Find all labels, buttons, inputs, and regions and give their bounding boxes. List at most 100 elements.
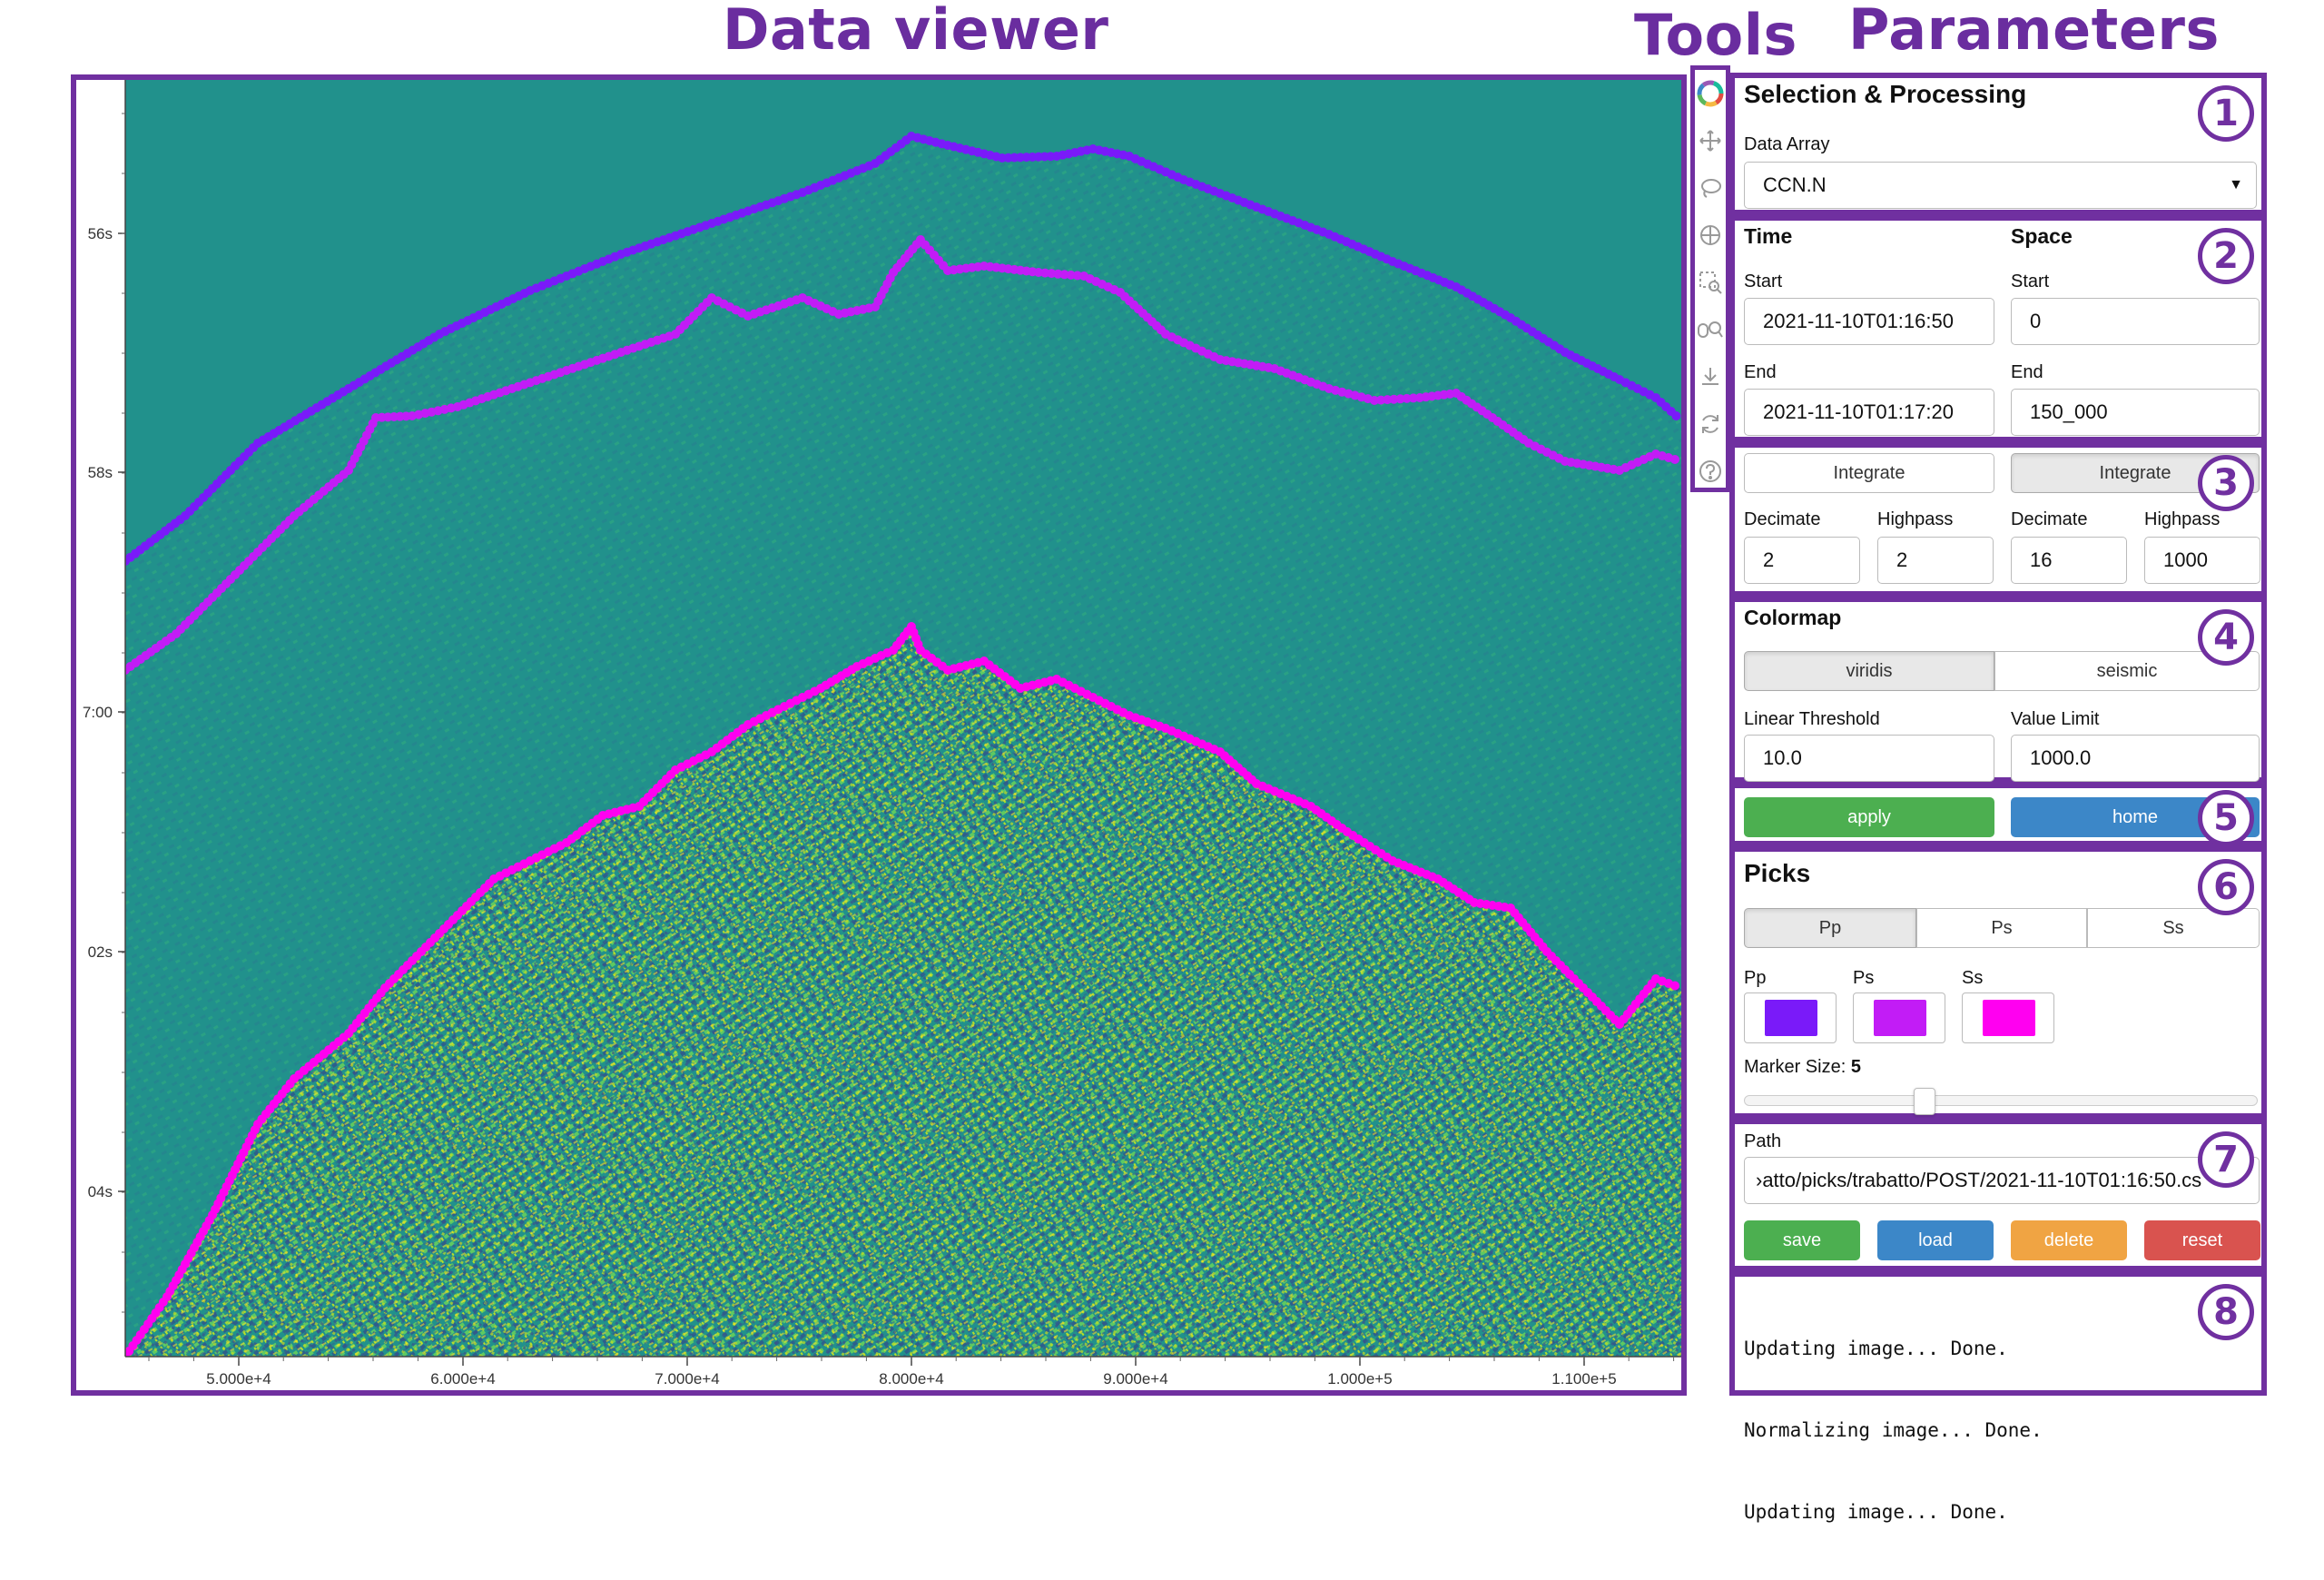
time-highpass-label: Highpass: [1877, 509, 1954, 529]
time-start-label: Start: [1744, 272, 1783, 291]
marker-size-handle[interactable]: [1914, 1088, 1936, 1115]
data-viewer[interactable]: 56s 58s 7:00 02s 04s 5.000e+4 6.000e+4 7.000e+4…: [71, 74, 1687, 1396]
panel-number-6: 6: [2198, 859, 2254, 915]
box-zoom-icon[interactable]: [1695, 259, 1726, 306]
ss-pick-curve[interactable]: [121, 622, 1679, 1361]
data-array-value: CCN.N: [1763, 173, 1827, 196]
time-decimate-input[interactable]: 2: [1744, 537, 1860, 584]
pick-marker: [1671, 411, 1681, 420]
bokeh-logo-icon[interactable]: [1695, 70, 1726, 117]
save-button[interactable]: save: [1744, 1220, 1860, 1260]
panel-number-8: 8: [2198, 1284, 2254, 1340]
processing-panel: Integrate Integrate Decimate Highpass De…: [1729, 442, 2267, 597]
help-icon[interactable]: [1695, 448, 1726, 495]
pp-pick-curve[interactable]: [121, 132, 1681, 566]
space-end-label: End: [2011, 362, 2043, 382]
linear-threshold-label: Linear Threshold: [1744, 709, 1880, 729]
panel-number-5: 5: [2198, 790, 2254, 846]
colormap-viridis-button[interactable]: viridis: [1744, 651, 1994, 691]
panel-number-3: 3: [2198, 455, 2254, 511]
lasso-icon[interactable]: [1695, 164, 1726, 212]
data-viewer-heading: Data viewer: [723, 0, 1109, 63]
wheel-zoom-icon[interactable]: [1695, 306, 1726, 353]
time-title: Time: [1744, 224, 1793, 248]
space-highpass-label: Highpass: [2144, 509, 2221, 529]
log-line: Updating image... Done.: [1744, 1501, 2008, 1523]
colormap-panel: Colormap viridis seismic Linear Threshol…: [1729, 597, 2267, 783]
pick-marker: [1376, 395, 1386, 405]
pp-color-picker[interactable]: [1744, 992, 1837, 1043]
pick-marker: [1053, 269, 1063, 279]
value-limit-label: Value Limit: [2011, 709, 2100, 729]
x-tick-label: 9.000e+4: [1103, 1370, 1167, 1387]
pan-icon[interactable]: [1695, 117, 1726, 164]
panel-number-7: 7: [2198, 1131, 2254, 1188]
space-end-input[interactable]: 150_000: [2011, 389, 2260, 436]
pick-tab-pp[interactable]: Pp: [1744, 908, 1916, 948]
ss-color-picker[interactable]: [1962, 992, 2054, 1043]
data-array-label: Data Array: [1744, 134, 1830, 154]
ps-pick-curve[interactable]: [121, 235, 1679, 675]
value-limit-input[interactable]: 1000.0: [2011, 735, 2260, 782]
ss-color-label: Ss: [1962, 968, 1984, 988]
log-line: Updating image... Done.: [1744, 1338, 2008, 1359]
selection-title: Selection & Processing: [1744, 80, 2027, 108]
y-tick-label: 04s: [88, 1183, 113, 1200]
reset-icon[interactable]: [1695, 400, 1726, 448]
pp-color-label: Pp: [1744, 968, 1767, 988]
pick-marker: [1066, 270, 1076, 280]
log-output: Updating image... Done. Normalizing imag…: [1744, 1280, 2043, 1580]
picks-title: Picks: [1744, 859, 1811, 887]
colormap-title: Colormap: [1744, 606, 1842, 629]
path-input[interactable]: ›atto/picks/trabatto/POST/2021-11-10T01:…: [1744, 1157, 2260, 1204]
picks-panel: Picks Pp Ps Ss Pp Ps Ss Marker Size: 5 6: [1729, 846, 2267, 1119]
ss-color-swatch: [1983, 1000, 2035, 1036]
time-highpass-input[interactable]: 2: [1877, 537, 1994, 584]
pick-tab-ps[interactable]: Ps: [1916, 908, 2087, 948]
marker-size-value: 5: [1850, 1057, 1861, 1077]
x-tick-label: 7.000e+4: [655, 1370, 719, 1387]
reset-button[interactable]: reset: [2144, 1220, 2260, 1260]
crosshair-icon[interactable]: [1695, 212, 1726, 259]
pick-marker: [1072, 271, 1082, 281]
x-tick-label: 6.000e+4: [430, 1370, 495, 1387]
pick-marker: [1370, 396, 1379, 405]
chevron-down-icon: ▼: [2229, 177, 2243, 193]
space-decimate-label: Decimate: [2011, 509, 2088, 529]
x-tick-label: 1.000e+5: [1327, 1370, 1392, 1387]
space-start-input[interactable]: 0: [2011, 298, 2260, 345]
waterfall-plot[interactable]: 56s 58s 7:00 02s 04s 5.000e+4 6.000e+4 7.000e+4…: [76, 80, 1681, 1390]
panel-number-1: 1: [2198, 85, 2254, 142]
ps-color-picker[interactable]: [1853, 992, 1945, 1043]
time-integrate-button[interactable]: Integrate: [1744, 453, 1994, 493]
data-array-select[interactable]: CCN.N ▼: [1744, 162, 2257, 209]
parameters-heading: Parameters: [1848, 0, 2220, 63]
toolbar: [1690, 65, 1730, 492]
file-panel: Path ›atto/picks/trabatto/POST/2021-11-1…: [1729, 1119, 2267, 1271]
log-panel: Updating image... Done. Normalizing imag…: [1729, 1271, 2267, 1523]
pick-marker: [1034, 268, 1043, 277]
delete-button[interactable]: delete: [2011, 1220, 2127, 1260]
time-start-input[interactable]: 2021-11-10T01:16:50: [1744, 298, 1994, 345]
pp-color-swatch: [1765, 1000, 1817, 1036]
space-highpass-input[interactable]: 1000: [2144, 537, 2260, 584]
time-end-input[interactable]: 2021-11-10T01:17:20: [1744, 389, 1994, 436]
y-tick-label: 02s: [88, 943, 113, 961]
time-decimate-label: Decimate: [1744, 509, 1821, 529]
space-decimate-input[interactable]: 16: [2011, 537, 2127, 584]
time-space-panel: Time Space Start Start 2021-11-10T01:16:…: [1729, 215, 2267, 442]
y-tick-label: 56s: [88, 225, 113, 242]
ps-color-swatch: [1874, 1000, 1926, 1036]
marker-size-label: Marker Size: 5: [1744, 1057, 1861, 1078]
actions-panel: apply home 5: [1729, 783, 2267, 846]
load-button[interactable]: load: [1877, 1220, 1994, 1260]
save-icon[interactable]: [1695, 353, 1726, 400]
signal-region-highlight: [125, 627, 1681, 1357]
apply-button[interactable]: apply: [1744, 797, 1994, 837]
panel-number-2: 2: [2198, 228, 2254, 284]
y-tick-label: 7:00: [83, 704, 113, 721]
linear-threshold-input[interactable]: 10.0: [1744, 735, 1994, 782]
marker-size-track[interactable]: [1744, 1095, 2258, 1106]
marker-size-text: Marker Size:: [1744, 1057, 1851, 1077]
y-tick-label: 58s: [88, 464, 113, 481]
